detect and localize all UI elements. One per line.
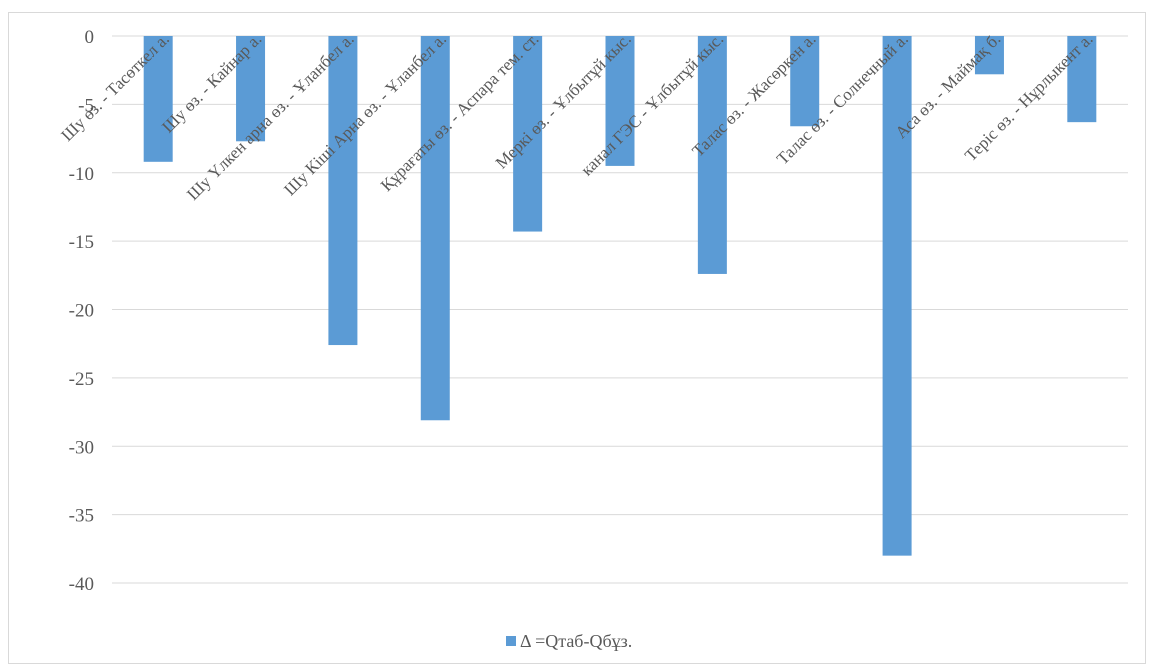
y-tick-label: 0 [85,27,95,48]
y-tick-label: -20 [69,301,94,322]
bar [605,36,635,166]
y-tick-label: -30 [69,437,94,458]
bar [420,36,450,421]
chart-frame [8,12,1146,664]
y-tick-label: -40 [69,574,94,595]
bar [143,36,173,162]
bar [328,36,358,346]
y-tick-label: -5 [78,95,94,116]
bar [697,36,727,274]
y-tick-label: -15 [69,232,94,253]
bar [790,36,820,127]
bar [1067,36,1097,123]
legend-swatch [506,636,516,646]
y-tick-label: -35 [69,506,94,527]
y-tick-label: -25 [69,369,94,390]
bar [882,36,912,556]
bar [236,36,266,142]
bar [974,36,1004,75]
bar [513,36,543,232]
y-tick-label: -10 [69,164,94,185]
legend-label: Δ =Qтаб-Qбұз. [520,631,632,651]
